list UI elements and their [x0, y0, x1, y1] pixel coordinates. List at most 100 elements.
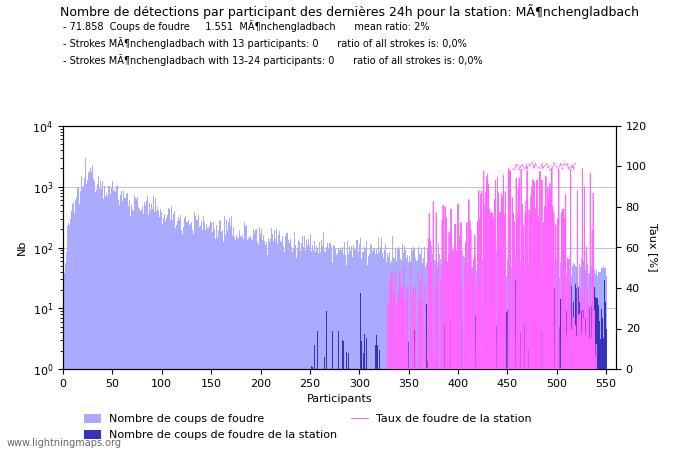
Bar — [148, 215, 149, 450]
Bar — [518, 259, 519, 450]
Bar — [67, 226, 69, 450]
Bar — [580, 346, 581, 450]
Taux de foudre de la station — [384, 366, 392, 372]
Bar — [122, 191, 124, 450]
Bar — [283, 246, 284, 450]
Bar — [261, 229, 262, 450]
Bar — [322, 246, 323, 450]
Bar — [408, 342, 409, 450]
Bar — [587, 264, 588, 450]
Bar — [108, 186, 109, 450]
Bar — [377, 238, 379, 450]
Bar — [488, 260, 489, 450]
Bar — [418, 248, 419, 450]
Bar — [250, 236, 251, 450]
Bar — [518, 308, 519, 450]
Bar — [197, 220, 198, 450]
Bar — [323, 232, 324, 450]
Bar — [530, 269, 531, 450]
Bar — [564, 266, 565, 450]
Bar — [584, 324, 585, 450]
Bar — [314, 345, 315, 450]
Bar — [124, 198, 125, 450]
Bar — [196, 220, 197, 450]
Bar — [471, 267, 472, 450]
Bar — [358, 252, 359, 450]
Bar — [248, 238, 249, 450]
Bar — [409, 256, 410, 450]
Bar — [179, 220, 180, 450]
Bar — [100, 180, 101, 450]
Bar — [528, 266, 530, 450]
Bar — [293, 232, 295, 450]
Bar — [360, 259, 362, 450]
Bar — [514, 254, 516, 450]
Bar — [579, 302, 580, 450]
Bar — [581, 310, 582, 450]
Bar — [402, 244, 403, 450]
Bar — [438, 289, 439, 450]
Bar — [519, 333, 521, 450]
Bar — [508, 311, 509, 450]
Bar — [569, 259, 570, 450]
Bar — [257, 242, 258, 450]
Bar — [131, 205, 132, 450]
Taux de foudre de la station — [561, 366, 569, 372]
Bar — [438, 243, 439, 450]
Bar — [555, 321, 556, 450]
Bar — [535, 266, 536, 450]
Bar — [565, 256, 566, 450]
Bar — [96, 190, 97, 450]
Bar — [526, 261, 528, 450]
Bar — [374, 345, 375, 450]
Bar — [332, 263, 333, 450]
Bar — [436, 256, 437, 450]
Bar — [76, 197, 77, 450]
Bar — [334, 246, 335, 450]
Bar — [396, 261, 398, 450]
Bar — [302, 236, 304, 450]
Bar — [263, 234, 264, 450]
Bar — [344, 242, 345, 450]
Bar — [420, 255, 421, 450]
Bar — [372, 248, 374, 450]
Bar — [254, 233, 255, 450]
Bar — [355, 251, 356, 450]
Bar — [489, 301, 490, 450]
Bar — [399, 249, 400, 450]
Bar — [562, 275, 564, 450]
Bar — [328, 248, 329, 450]
Bar — [365, 242, 367, 450]
Bar — [603, 280, 605, 450]
Bar — [149, 203, 150, 450]
Bar — [568, 272, 569, 450]
Bar — [206, 228, 208, 450]
Bar — [513, 281, 514, 450]
Bar — [387, 253, 388, 450]
Bar — [426, 304, 427, 450]
Bar — [80, 191, 81, 450]
Bar — [369, 254, 370, 450]
Bar — [485, 321, 486, 450]
Bar — [531, 308, 533, 450]
Bar — [155, 198, 156, 450]
Bar — [463, 256, 464, 450]
Bar — [464, 256, 466, 450]
Bar — [353, 245, 354, 450]
Bar — [337, 253, 338, 450]
Bar — [444, 246, 446, 450]
Bar — [363, 252, 364, 450]
Bar — [120, 195, 121, 450]
Bar — [523, 263, 524, 450]
Bar — [375, 335, 377, 450]
Bar — [507, 260, 508, 450]
Bar — [449, 232, 451, 450]
Bar — [342, 247, 343, 450]
Bar — [71, 211, 72, 450]
Bar — [297, 249, 298, 450]
Bar — [97, 184, 98, 450]
Bar — [541, 336, 542, 450]
Bar — [127, 206, 129, 450]
Bar — [509, 362, 510, 450]
Bar — [292, 252, 293, 450]
